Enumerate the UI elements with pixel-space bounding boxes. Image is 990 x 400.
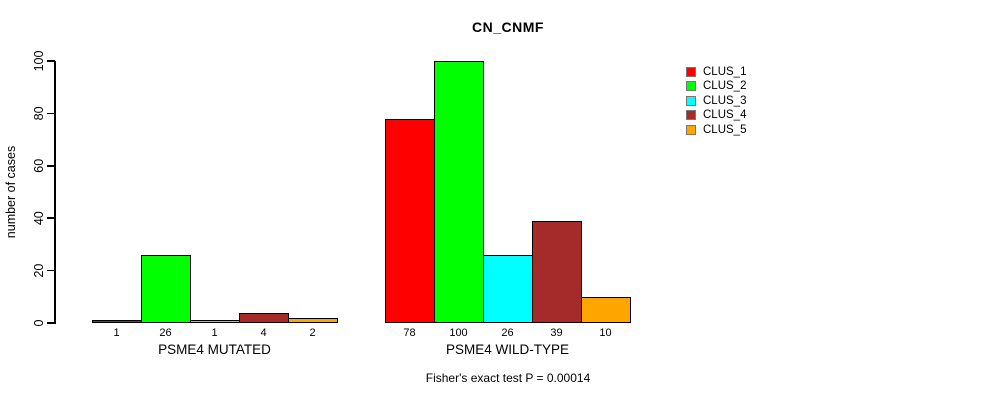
y-tick: [47, 322, 55, 324]
legend-label: CLUS_5: [703, 123, 747, 136]
bar-clus_1-group2: [385, 119, 435, 323]
x-group-label-1: PSME4 MUTATED: [158, 342, 271, 357]
y-axis-label: number of cases: [4, 145, 18, 239]
bar-clus_2-group2: [434, 61, 484, 323]
bar-clus_3-group1: [190, 320, 240, 323]
y-tick: [47, 60, 55, 62]
fisher-test-footnote: Fisher's exact test P = 0.00014: [425, 371, 591, 385]
y-tick-label: 80: [32, 106, 46, 121]
y-tick: [47, 269, 55, 272]
legend-swatch-clus_2: [686, 81, 696, 92]
legend-item: CLUS_3: [686, 95, 746, 107]
bar-clus_1-group1: [92, 320, 142, 323]
bar-clus_4-group2: [532, 221, 582, 323]
bar-clus_2-group1: [141, 255, 191, 323]
bar-value-label: 1: [211, 327, 218, 339]
y-tick-label: 0: [32, 319, 46, 327]
bar-value-label: 1: [113, 327, 120, 339]
bar-value-label: 26: [501, 327, 514, 339]
bar-value-label: 2: [309, 327, 316, 339]
legend-swatch-clus_5: [686, 124, 696, 135]
legend-label: CLUS_4: [703, 109, 747, 122]
legend-item: CLUS_2: [686, 80, 746, 92]
bar-value-label: 4: [260, 327, 267, 339]
bar-clus_5-group2: [581, 297, 631, 323]
y-tick-label: 100: [32, 50, 46, 72]
y-tick: [47, 217, 55, 219]
bar-clus_3-group2: [483, 255, 533, 323]
bar-value-label: 78: [403, 327, 416, 339]
legend-item: CLUS_4: [686, 109, 746, 121]
legend-label: CLUS_2: [703, 80, 747, 93]
y-axis-line: [54, 61, 56, 324]
legend-swatch-clus_1: [686, 67, 696, 77]
legend-label: CLUS_3: [703, 94, 747, 107]
bar-value-label: 10: [599, 327, 612, 339]
y-tick-label: 40: [32, 211, 46, 226]
y-tick: [47, 165, 55, 167]
x-group-label-2: PSME4 WILD-TYPE: [445, 342, 570, 357]
bar-value-label: 100: [449, 327, 468, 339]
bar-value-label: 26: [159, 327, 172, 339]
legend-label: CLUS_1: [703, 66, 747, 78]
y-tick: [47, 112, 55, 115]
legend-swatch-clus_3: [686, 95, 696, 106]
legend-item: CLUS_1: [686, 66, 746, 78]
legend-item: CLUS_5: [686, 124, 746, 136]
legend-swatch-clus_4: [686, 110, 696, 121]
chart-title: CN_CNMF: [472, 19, 544, 35]
y-tick-label: 20: [32, 263, 46, 278]
y-tick-label: 60: [32, 158, 46, 173]
bar-clus_5-group1: [288, 318, 338, 323]
bar-clus_4-group1: [239, 313, 289, 323]
bar-value-label: 39: [550, 327, 563, 339]
